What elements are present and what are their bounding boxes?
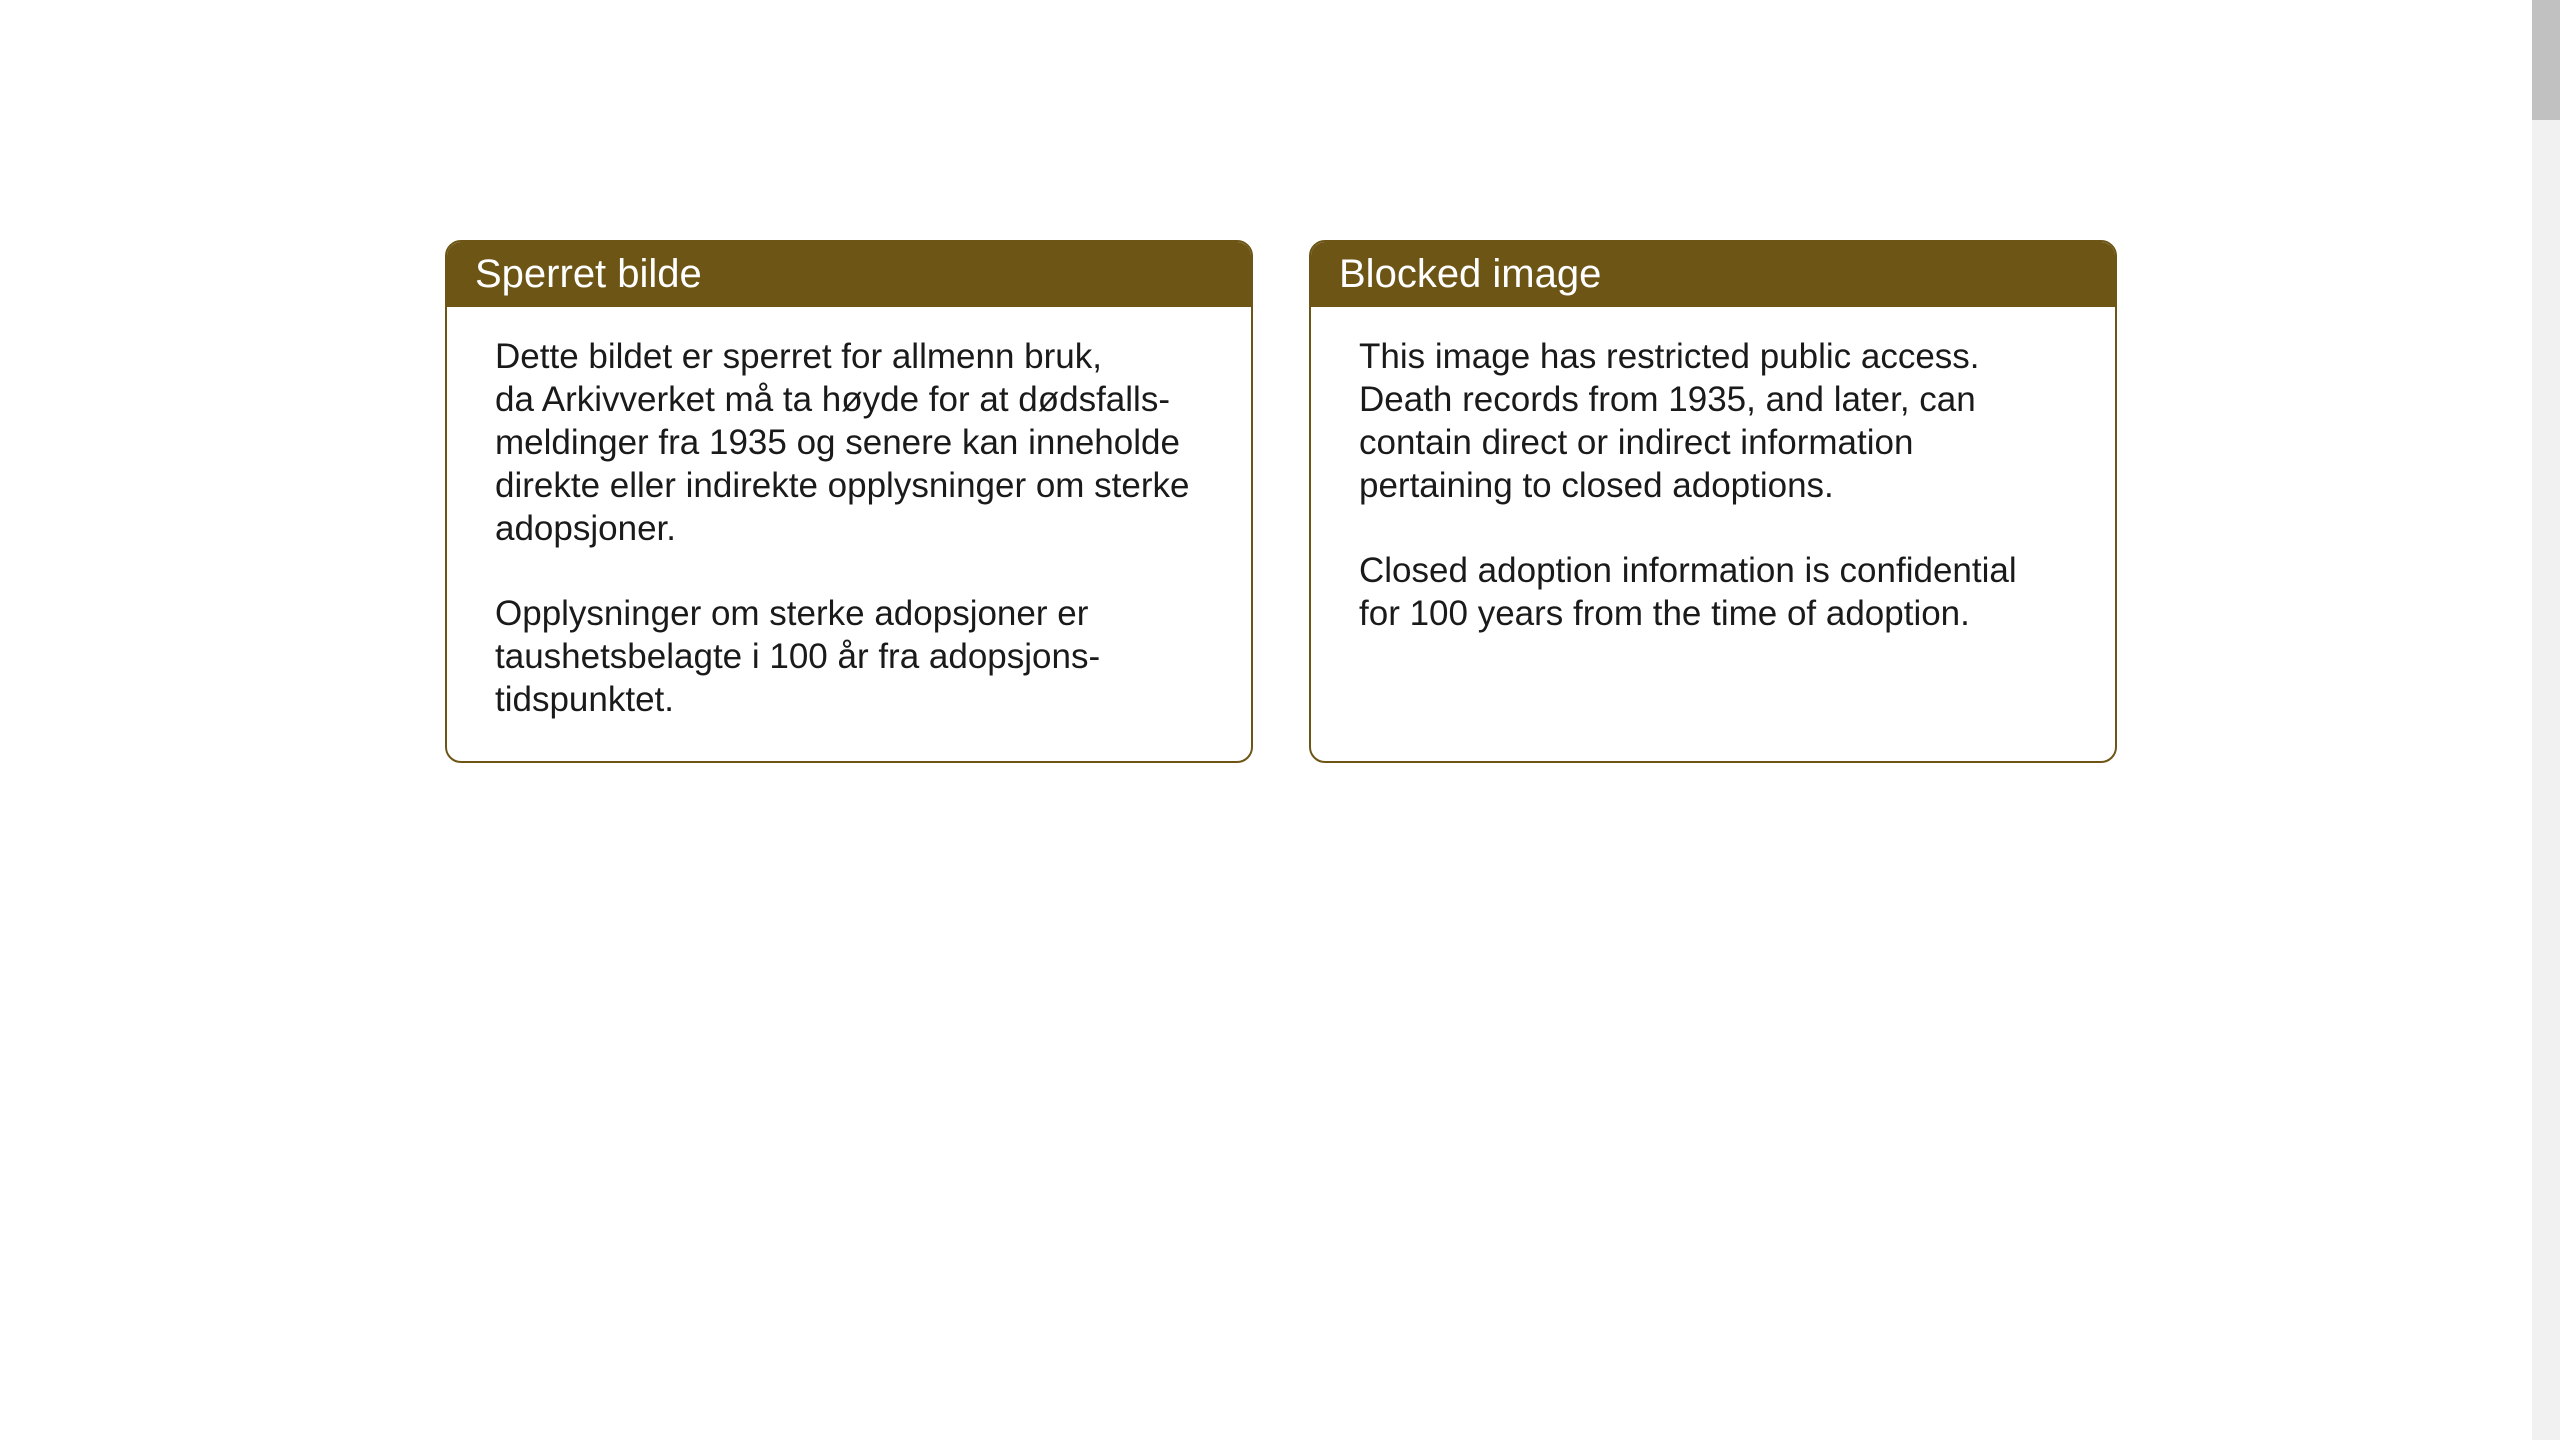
card-english-header: Blocked image <box>1311 242 2115 307</box>
card-norwegian-paragraph-2: Opplysninger om sterke adopsjoner ertaus… <box>495 592 1203 721</box>
card-norwegian: Sperret bilde Dette bildet er sperret fo… <box>445 240 1253 763</box>
card-norwegian-paragraph-1: Dette bildet er sperret for allmenn bruk… <box>495 335 1203 550</box>
card-norwegian-body: Dette bildet er sperret for allmenn bruk… <box>447 307 1251 761</box>
scrollbar-track[interactable] <box>2532 0 2560 1440</box>
scrollbar-thumb[interactable] <box>2532 0 2560 120</box>
card-english-body: This image has restricted public access.… <box>1311 307 2115 727</box>
card-english-paragraph-2: Closed adoption information is confident… <box>1359 549 2067 635</box>
card-english: Blocked image This image has restricted … <box>1309 240 2117 763</box>
card-norwegian-header: Sperret bilde <box>447 242 1251 307</box>
card-norwegian-title: Sperret bilde <box>475 252 702 296</box>
card-english-paragraph-1: This image has restricted public access.… <box>1359 335 2067 507</box>
cards-container: Sperret bilde Dette bildet er sperret fo… <box>445 240 2117 763</box>
card-english-title: Blocked image <box>1339 252 1601 296</box>
